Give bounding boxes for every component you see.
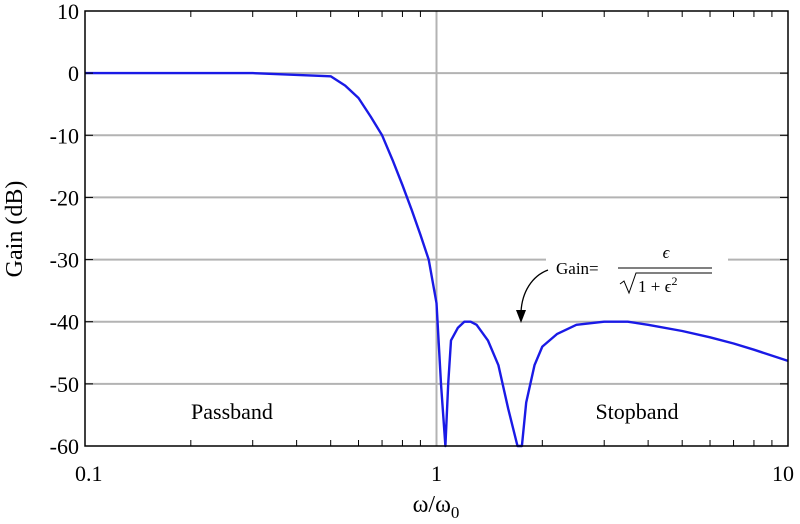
plot-frame	[84, 10, 789, 447]
y-tick-label: -20	[50, 185, 79, 210]
x-tick-labels: 0.1 1 10	[75, 461, 794, 486]
grid-lines	[85, 11, 788, 446]
annotation-background	[546, 236, 728, 298]
y-tick-label: -60	[50, 434, 79, 459]
gain-prefix: Gain=	[556, 259, 599, 278]
x-tick-label: 10	[772, 461, 794, 486]
y-tick-labels: 10 0 -10 -20 -30 -40 -50 -60	[50, 0, 79, 459]
x-axis-label: ω/ω0	[413, 492, 460, 522]
tick-marks	[85, 10, 788, 447]
x-tick-label: 1	[431, 461, 442, 486]
y-tick-label: -30	[50, 248, 79, 273]
gain-annotation: Gain= ϵ 1 + ϵ2	[516, 236, 728, 323]
y-tick-label: -40	[50, 310, 79, 335]
annotation-arrow	[520, 269, 549, 313]
gain-denominator: 1 + ϵ2	[638, 274, 677, 296]
sqrt-sign	[619, 272, 712, 295]
gain-curve	[85, 71, 789, 448]
y-tick-label: -10	[50, 123, 79, 148]
y-tick-label: 10	[57, 0, 79, 24]
y-axis-label: Gain (dB)	[2, 181, 28, 278]
stopband-label: Stopband	[595, 399, 678, 424]
y-tick-label: 0	[68, 61, 79, 86]
x-tick-label: 0.1	[75, 461, 103, 486]
y-tick-label: -50	[50, 372, 79, 397]
gain-numerator: ϵ	[663, 243, 671, 262]
arrow-head	[516, 310, 526, 323]
passband-label: Passband	[191, 399, 273, 424]
